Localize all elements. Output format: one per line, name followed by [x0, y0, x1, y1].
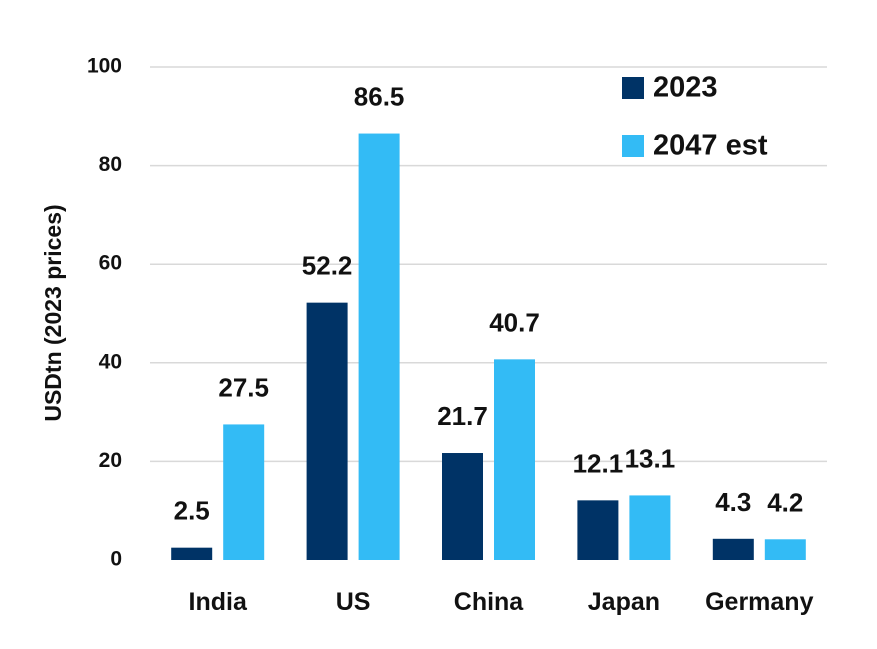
bar-china-2023 [442, 453, 483, 560]
bar-us-2047-est [358, 133, 400, 560]
bar-us-2023 [306, 302, 348, 560]
data-label: 2.5 [174, 496, 210, 526]
bar-germany-2047-est [764, 539, 806, 560]
x-tick-label: India [189, 588, 248, 616]
data-label: 4.2 [767, 487, 803, 517]
y-tick-label: 0 [110, 548, 122, 571]
legend-swatch [622, 77, 644, 99]
gridlines [150, 66, 827, 463]
bar-japan-2047-est [629, 495, 671, 560]
x-tick-label: Japan [588, 588, 660, 616]
x-tick-label: US [336, 588, 371, 616]
bar-china-2047-est [494, 359, 535, 560]
data-label: 27.5 [218, 372, 269, 402]
bar-japan-2023 [577, 500, 619, 560]
x-tick-label: Germany [705, 588, 813, 616]
data-label: 86.5 [354, 82, 405, 112]
legend-label: 2047 est [653, 130, 768, 162]
y-tick-label: 60 [99, 252, 122, 275]
data-label: 12.1 [573, 448, 624, 478]
x-axis: India US China Japan Germany [189, 588, 814, 616]
data-label: 4.3 [715, 487, 751, 517]
bar-india-2023 [171, 547, 213, 560]
legend-label: 2023 [653, 72, 718, 104]
bar-germany-2023 [712, 538, 754, 560]
data-label: 13.1 [625, 443, 676, 473]
legend-swatch [622, 135, 644, 157]
y-axis: 0 20 40 60 80 100 [87, 55, 122, 571]
legend: 2023 2047 est [622, 72, 768, 162]
data-labels: 2.5 27.5 52.2 86.5 21.7 40.7 12.1 13.1 4.3 4.2 [174, 82, 804, 526]
y-tick-label: 80 [99, 153, 122, 176]
bars [171, 133, 806, 560]
data-label: 21.7 [437, 401, 488, 431]
data-label: 52.2 [302, 251, 353, 281]
y-tick-label: 100 [87, 55, 122, 78]
x-tick-label: China [454, 588, 525, 616]
y-axis-title: USDtn (2023 prices) [40, 204, 66, 421]
y-tick-label: 40 [99, 350, 122, 373]
y-tick-label: 20 [99, 449, 122, 472]
bar-india-2047-est [223, 424, 265, 560]
data-label: 40.7 [489, 307, 540, 337]
